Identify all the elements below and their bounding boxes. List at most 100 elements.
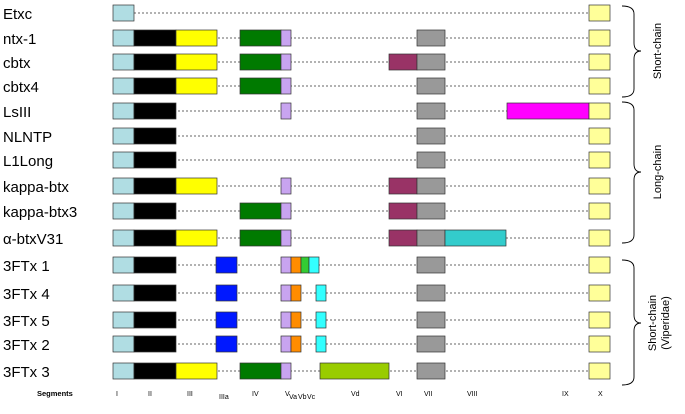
- segment-x-cbtx: [588, 53, 611, 71]
- segment-v-cbtx: [280, 53, 292, 71]
- segment-x-3ftx-2: [588, 335, 611, 353]
- segment-x-ntx-1: [588, 29, 611, 47]
- segment-iii-ntx-1: [175, 29, 218, 47]
- segment-i-btxv31: [112, 229, 135, 247]
- segment-x-btxv31: [588, 229, 611, 247]
- segment-vi-kappa-btx3: [388, 202, 418, 220]
- segment-label-i: I: [116, 391, 118, 398]
- segment-ii-3ftx-2: [133, 335, 177, 353]
- row-label-cbtx4: cbtx4: [3, 79, 39, 96]
- segment-vd-3ftx-3: [319, 362, 390, 380]
- segment-i-3ftx-4: [112, 284, 135, 302]
- segment-vii-l1long: [416, 151, 446, 169]
- row-label-3ftx-5: 3FTx 5: [3, 313, 50, 330]
- segment-vii-btxv31: [416, 229, 446, 247]
- segment-vb-3ftx-1: [300, 256, 310, 274]
- segment-x-3ftx-1: [588, 256, 611, 274]
- segment-vii-3ftx-5: [416, 311, 446, 329]
- segment-label-vc: Vc: [307, 394, 316, 401]
- segment-vii-nlntp: [416, 127, 446, 145]
- segment-vii-3ftx-3: [416, 362, 446, 380]
- segment-iv-btxv31: [239, 229, 282, 247]
- segment-label-x: X: [598, 391, 603, 398]
- row-label-btxv31: α-btxV31: [3, 231, 63, 248]
- segment-vii-lsiii: [416, 102, 446, 120]
- segment-iv-ntx-1: [239, 29, 282, 47]
- segment-i-3ftx-3: [112, 362, 135, 380]
- segment-va-3ftx-1: [290, 256, 302, 274]
- segment-x-lsiii: [588, 102, 611, 120]
- segment-vi-kappa-btx: [388, 177, 418, 195]
- segment-iiia-3ftx-4: [215, 284, 238, 302]
- segment-vc-3ftx-4: [315, 284, 327, 302]
- segment-x-3ftx-4: [588, 284, 611, 302]
- segment-label-ix: IX: [562, 391, 569, 398]
- segment-x-nlntp: [588, 127, 611, 145]
- group-2-brace: [621, 101, 642, 244]
- segment-i-etxc: [112, 4, 135, 22]
- segment-v-3ftx-1: [280, 256, 292, 274]
- segment-i-3ftx-1: [112, 256, 135, 274]
- segment-vc-3ftx-1: [308, 256, 320, 274]
- segment-vi-btxv31: [388, 229, 418, 247]
- row-label-3ftx-4: 3FTx 4: [3, 286, 50, 303]
- segment-label-vii: VII: [424, 391, 433, 398]
- segment-i-kappa-btx3: [112, 202, 135, 220]
- group-1-brace: [621, 5, 642, 98]
- segment-vii-3ftx-2: [416, 335, 446, 353]
- segment-vii-3ftx-1: [416, 256, 446, 274]
- segment-label-iv: IV: [252, 391, 259, 398]
- segment-label-vd: Vd: [351, 391, 360, 398]
- segment-i-cbtx: [112, 53, 135, 71]
- row-label-etxc: Etxc: [3, 6, 33, 23]
- segment-i-3ftx-5: [112, 311, 135, 329]
- segment-vii-kappa-btx3: [416, 202, 446, 220]
- segment-vii-cbtx: [416, 53, 446, 71]
- segment-vc-3ftx-2: [315, 335, 327, 353]
- segment-ii-nlntp: [133, 127, 177, 145]
- segment-iii-kappa-btx: [175, 177, 218, 195]
- segment-iii-cbtx4: [175, 77, 218, 95]
- segment-iiia-3ftx-1: [215, 256, 238, 274]
- segment-v-cbtx4: [280, 77, 292, 95]
- segment-i-3ftx-2: [112, 335, 135, 353]
- segment-ii-cbtx: [133, 53, 177, 71]
- segment-iv-cbtx: [239, 53, 282, 71]
- segments-axis-label: Segments: [37, 389, 73, 398]
- segment-iii-btxv31: [175, 229, 218, 247]
- segment-label-v: V: [285, 391, 290, 398]
- segment-v-3ftx-2: [280, 335, 292, 353]
- segment-v-3ftx-4: [280, 284, 292, 302]
- segment-vi-cbtx: [388, 53, 418, 71]
- segment-x-l1long: [588, 151, 611, 169]
- segment-iv-cbtx4: [239, 77, 282, 95]
- segment-ii-3ftx-5: [133, 311, 177, 329]
- segment-i-ntx-1: [112, 29, 135, 47]
- segment-ii-ntx-1: [133, 29, 177, 47]
- segment-v-kappa-btx3: [280, 202, 292, 220]
- segment-v-ntx-1: [280, 29, 292, 47]
- segment-i-nlntp: [112, 127, 135, 145]
- segment-v-3ftx-3: [280, 362, 292, 380]
- segment-x-etxc: [588, 4, 611, 22]
- segment-label-va: Va: [289, 394, 297, 401]
- segment-x-cbtx4: [588, 77, 611, 95]
- segment-iii-cbtx: [175, 53, 218, 71]
- segment-i-l1long: [112, 151, 135, 169]
- group-3-label-line-2: (Viperidae): [660, 296, 672, 350]
- segment-ii-l1long: [133, 151, 177, 169]
- row-label-ntx-1: ntx-1: [3, 31, 36, 48]
- segment-ii-3ftx-1: [133, 256, 177, 274]
- group-1-label: Short-chain: [652, 23, 664, 79]
- segment-label-viii: VIII: [467, 391, 478, 398]
- segment-ii-3ftx-4: [133, 284, 177, 302]
- segment-i-kappa-btx: [112, 177, 135, 195]
- segment-ii-kappa-btx: [133, 177, 177, 195]
- segment-vii-cbtx4: [416, 77, 446, 95]
- row-label-lsiii: LsIII: [3, 104, 31, 121]
- segment-vii-ntx-1: [416, 29, 446, 47]
- segment-iiia-3ftx-5: [215, 311, 238, 329]
- segment-label-vi: VI: [396, 391, 403, 398]
- segment-ii-3ftx-3: [133, 362, 177, 380]
- segment-v-btxv31: [280, 229, 292, 247]
